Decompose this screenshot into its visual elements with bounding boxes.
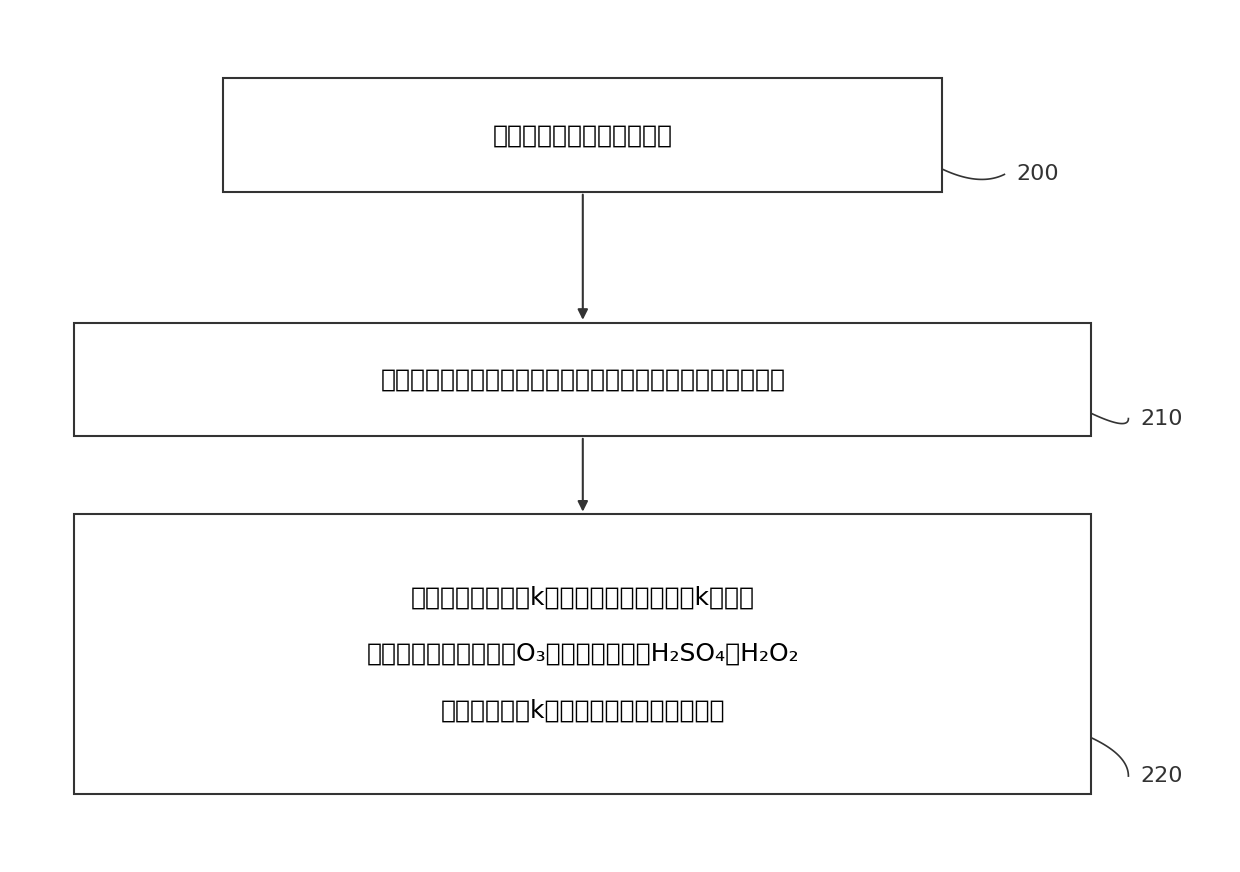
Text: 利用热生长法在衬底上形成材质为氧化硅或氮氧化硅的界面层: 利用热生长法在衬底上形成材质为氧化硅或氮氧化硅的界面层 [381, 367, 785, 392]
Text: 在界面层上形成高k栅介质层，且在形成高k栅介质: 在界面层上形成高k栅介质层，且在形成高k栅介质 [410, 585, 755, 610]
Text: 200: 200 [1017, 165, 1059, 184]
FancyBboxPatch shape [223, 78, 942, 192]
FancyBboxPatch shape [74, 323, 1091, 436]
Text: 210: 210 [1141, 409, 1183, 428]
Text: 去除衬底表面的天然氧化物: 去除衬底表面的天然氧化物 [492, 123, 673, 147]
Text: 220: 220 [1141, 766, 1183, 786]
FancyBboxPatch shape [74, 514, 1091, 794]
Text: 的水溶液对高k栅介质层进行第二表面处理: 的水溶液对高k栅介质层进行第二表面处理 [440, 698, 725, 723]
Text: 层的过程中，利用含有O₃的水溶液或含有H₂SO₄、H₂O₂: 层的过程中，利用含有O₃的水溶液或含有H₂SO₄、H₂O₂ [367, 642, 799, 666]
